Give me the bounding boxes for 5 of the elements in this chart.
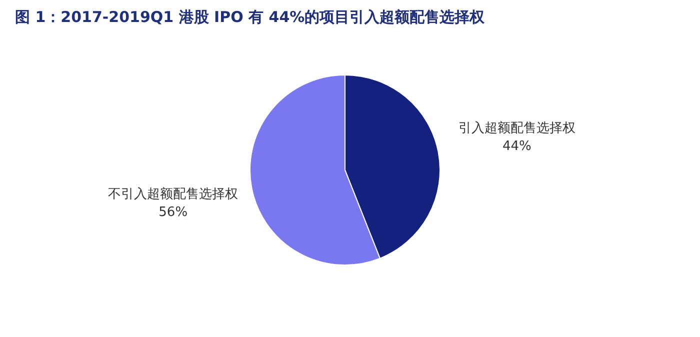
slice-label: 不引入超额配售选择权 xyxy=(108,186,238,202)
data-label: 44% xyxy=(502,139,532,154)
slice-label: 引入超额配售选择权 xyxy=(458,121,576,136)
chart-title: 图 1：2017-2019Q1 港股 IPO 有 44%的项目引入超额配售选择权 xyxy=(15,8,486,26)
data-label: 56% xyxy=(158,204,188,220)
